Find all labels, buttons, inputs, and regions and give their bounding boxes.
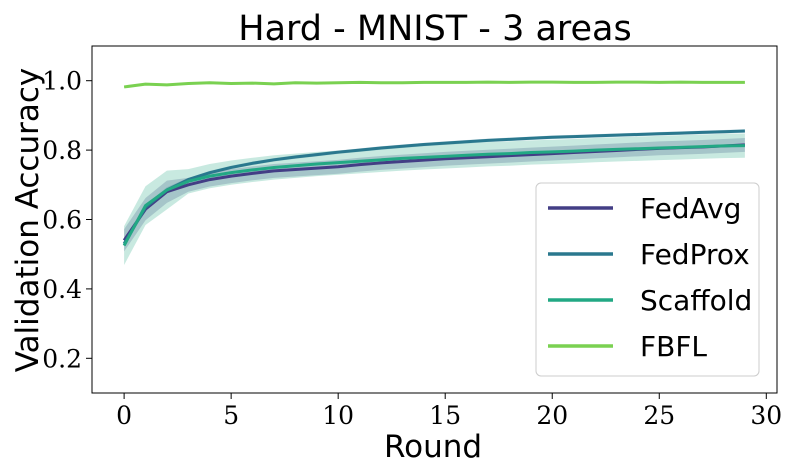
x-tick-label: 30 bbox=[750, 401, 782, 430]
series-lines bbox=[122, 80, 745, 247]
chart-title: Hard - MNIST - 3 areas bbox=[238, 9, 632, 49]
y-tick-label: 0.2 bbox=[42, 344, 82, 373]
legend-label: FedProx bbox=[640, 238, 750, 271]
x-axis-label: Round bbox=[384, 429, 482, 465]
legend-label: Scaffold bbox=[640, 284, 752, 317]
y-axis-ticks: 0.2 0.4 0.6 0.8 1.0 bbox=[42, 67, 92, 373]
x-tick-label: 5 bbox=[223, 401, 239, 430]
x-tick-label: 0 bbox=[116, 401, 132, 430]
legend: FedAvg FedProx Scaffold FBFL bbox=[535, 182, 760, 377]
line-fedprox bbox=[122, 129, 745, 245]
y-axis-label: Validation Accuracy bbox=[10, 68, 46, 372]
legend-box bbox=[535, 182, 760, 377]
x-axis-ticks: 0 5 10 15 20 25 30 bbox=[116, 393, 782, 430]
x-tick-label: 25 bbox=[643, 401, 675, 430]
x-tick-label: 10 bbox=[322, 401, 354, 430]
x-tick-label: 15 bbox=[429, 401, 461, 430]
y-tick-label: 0.4 bbox=[42, 275, 82, 304]
line-fbfl bbox=[123, 80, 745, 89]
y-tick-label: 0.8 bbox=[42, 136, 82, 165]
y-tick-label: 0.6 bbox=[42, 206, 82, 235]
y-tick-label: 1.0 bbox=[42, 67, 82, 96]
line-scaffold bbox=[122, 144, 745, 247]
legend-label: FedAvg bbox=[640, 192, 741, 225]
x-tick-label: 20 bbox=[536, 401, 568, 430]
legend-label: FBFL bbox=[640, 330, 707, 363]
